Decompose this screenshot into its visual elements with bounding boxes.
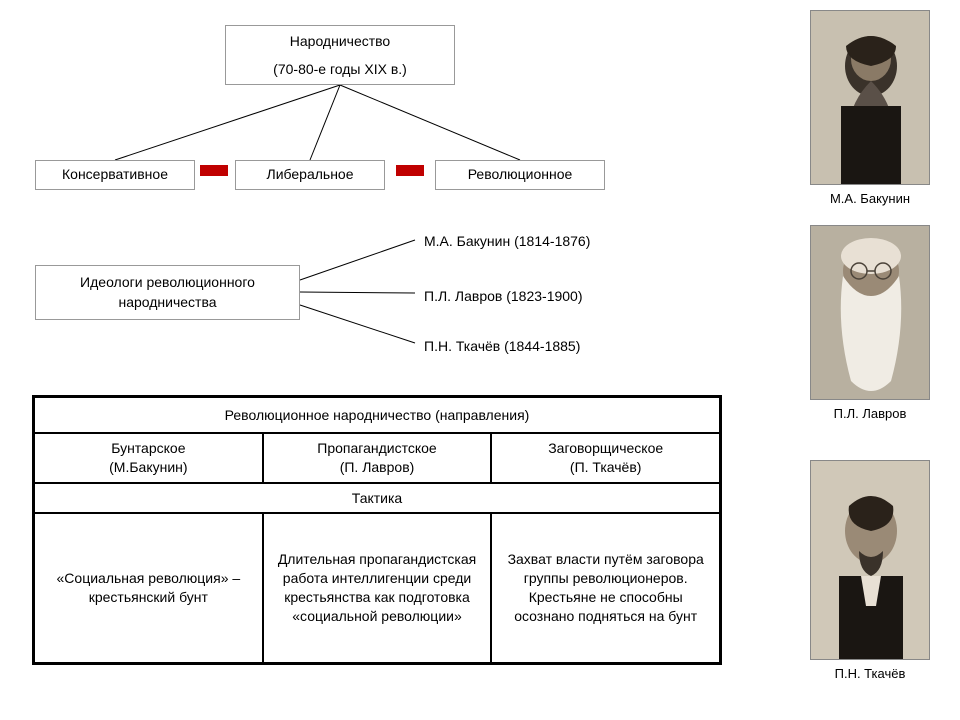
ideologist-label: М.А. Бакунин (1814-1876) [424,233,590,249]
table-subheader: Тактика [34,483,720,513]
tactic-cell: Захват власти путём заговора группы рево… [491,513,720,663]
red-separator [200,165,228,176]
tactic-cell: «Социальная революция» – крестьянский бу… [34,513,263,663]
tactic-text: «Социальная революция» – крестьянский бу… [43,569,254,607]
ideologist-bakunin: М.А. Бакунин (1814-1876) [420,230,594,254]
title-box: Народничество (70-80-е годы XIX в.) [225,25,455,85]
portrait-image [810,225,930,400]
red-separator [396,165,424,176]
tactic-text: Захват власти путём заговора группы рево… [500,550,711,626]
direction-name: Бунтарское [111,439,185,458]
direction-name: Пропагандистское [317,439,436,458]
portrait-lavrov: П.Л. Лавров [810,225,930,421]
branch-label: Либеральное [267,165,354,185]
portrait-caption: П.Н. Ткачёв [810,666,930,681]
ideologist-tkachev: П.Н. Ткачёв (1844-1885) [420,335,584,359]
table-header-text: Революционное народничество (направления… [225,406,530,425]
ideologists-box: Идеологи революционного народничества [35,265,300,320]
direction-cell: Бунтарское (М.Бакунин) [34,433,263,483]
portrait-bakunin: М.А. Бакунин [810,10,930,206]
branch-label: Консервативное [62,165,168,185]
direction-cell: Пропагандистское (П. Лавров) [263,433,492,483]
ideologist-lavrov: П.Л. Лавров (1823-1900) [420,285,587,309]
ideologist-label: П.Л. Лавров (1823-1900) [424,288,583,304]
portrait-image [810,460,930,660]
ideolog-line2: народничества [118,293,216,313]
direction-name: Заговорщическое [548,439,663,458]
direction-cell: Заговорщическое (П. Ткачёв) [491,433,720,483]
direction-person: (М.Бакунин) [109,458,187,477]
table-row-tactics: «Социальная революция» – крестьянский бу… [34,513,720,663]
tactic-text: Длительная пропагандистская работа интел… [272,550,483,626]
table-subheader-text: Тактика [352,489,402,508]
title-line2: (70-80-е годы XIX в.) [236,60,444,80]
branch-revolutionary: Революционное [435,160,605,190]
direction-person: (П. Ткачёв) [570,458,642,477]
ideologist-label: П.Н. Ткачёв (1844-1885) [424,338,580,354]
branch-conservative: Консервативное [35,160,195,190]
branch-label: Революционное [468,165,573,185]
ideolog-line1: Идеологи революционного [80,273,255,293]
tactic-cell: Длительная пропагандистская работа интел… [263,513,492,663]
title-line1: Народничество [236,32,444,52]
portrait-image [810,10,930,185]
direction-person: (П. Лавров) [340,458,415,477]
portrait-caption: М.А. Бакунин [810,191,930,206]
portrait-tkachev: П.Н. Ткачёв [810,460,930,681]
table-row-directions: Бунтарское (М.Бакунин) Пропагандистское … [34,433,720,483]
table-header: Революционное народничество (направления… [34,397,720,433]
portrait-caption: П.Л. Лавров [810,406,930,421]
branch-liberal: Либеральное [235,160,385,190]
directions-table: Революционное народничество (направления… [32,395,722,665]
